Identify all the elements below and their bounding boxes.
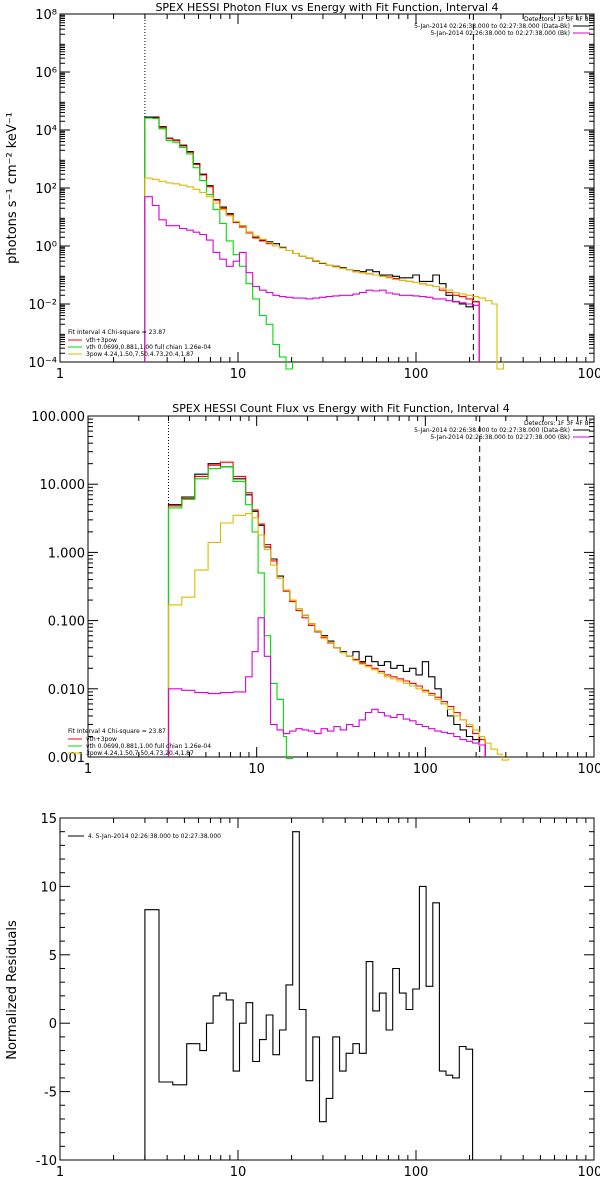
spectrum-series-0 — [144, 831, 480, 1161]
count-flux-legend-detectors: Detectors: 1F 3F 4F 8F — [524, 420, 593, 427]
photon-flux-legend-vth: vth 0.0699,0.881,1.00 full chian 1.26e-0… — [86, 344, 211, 351]
x-tick-label: 100 — [404, 1165, 429, 1180]
spectrum-series-3 — [144, 177, 505, 370]
y-tick-label: 10⁶ — [35, 66, 57, 81]
photon-flux-y-label: photons s⁻¹ cm⁻² keV⁻¹ — [5, 112, 20, 264]
y-tick-label: 15 — [40, 812, 57, 827]
spectrum-series-4 — [144, 196, 480, 362]
count-flux-legend-fit: Fit Interval 4 Chi-square = 23.87 — [68, 728, 166, 735]
photon-flux-legend-bottom: Fit Interval 4 Chi-square = 23.87 vth+3p… — [68, 329, 211, 358]
x-tick-label: 100 — [404, 367, 429, 382]
spectrum-series-2 — [144, 117, 294, 370]
count-flux-legend-vth: vth 0.0699,0.881,1.00 full chian 1.26e-0… — [86, 743, 211, 750]
y-tick-label: 0.001 — [48, 751, 85, 766]
residuals-legend-label: 4. 5-Jan-2014 02:26:38.000 to 02:27:38.0… — [88, 833, 221, 840]
photon-flux-legend-detectors: Detectors: 1F 3F 4F 8F — [524, 16, 593, 23]
y-tick-label: 10.000 — [40, 478, 86, 493]
y-tick-label: 1.000 — [48, 546, 85, 561]
count-flux-legend-top: Detectors: 1F 3F 4F 8F 5-Jan-2014 02:26:… — [414, 420, 592, 441]
y-tick-label: 100.000 — [31, 410, 85, 425]
spectrum-series-0 — [144, 116, 480, 362]
y-tick-label: 10⁴ — [35, 124, 57, 139]
y-tick-label: 5 — [49, 949, 57, 964]
spectrum-series-1 — [144, 117, 480, 362]
x-tick-label: 10 — [230, 367, 247, 382]
count-flux-panel: SPEX HESSI Count Flux vs Energy with Fit… — [31, 402, 600, 777]
count-flux-legend-bk: 5-Jan-2014 02:26:38.000 to 02:27:38.000 … — [430, 434, 570, 441]
count-flux-legend-3pow: 3pow 4.24,1.50,7.50,4.73,20.4,1.87 — [86, 750, 194, 757]
photon-flux-series — [144, 116, 505, 370]
x-tick-label: 1 — [84, 762, 92, 777]
photon-flux-plot-frame — [59, 13, 595, 363]
x-tick-label: 1 — [56, 1165, 64, 1180]
y-tick-label: -10 — [36, 1154, 57, 1169]
y-tick-label: 10⁻² — [28, 298, 57, 313]
y-tick-label: 10 — [40, 880, 57, 895]
y-tick-label: 10⁻⁴ — [28, 356, 57, 371]
residuals-plot-frame — [59, 817, 595, 1161]
x-tick-label: 10 — [230, 1165, 247, 1180]
x-tick-label: 100 — [413, 762, 438, 777]
photon-flux-legend-3pow: 3pow 4.24,1.50,7.50,4.73,20.4,1.87 — [86, 351, 194, 358]
spectrum-series-4 — [167, 617, 486, 757]
spectrum-series-0 — [167, 463, 486, 757]
photon-flux-title: SPEX HESSI Photon Flux vs Energy with Fi… — [155, 1, 498, 14]
photon-flux-panel: SPEX HESSI Photon Flux vs Energy with Fi… — [5, 1, 600, 382]
spectrum-series-2 — [167, 466, 294, 760]
count-flux-plot-frame — [87, 415, 595, 758]
photon-flux-legend-total: vth+3pow — [86, 337, 117, 344]
residuals-legend: 4. 5-Jan-2014 02:26:38.000 to 02:27:38.0… — [68, 833, 221, 840]
count-flux-title: SPEX HESSI Count Flux vs Energy with Fit… — [172, 402, 509, 415]
spectrum-series-3 — [167, 513, 509, 761]
photon-flux-legend-fit: Fit Interval 4 Chi-square = 23.87 — [68, 329, 166, 336]
x-tick-label: 10 — [248, 762, 265, 777]
y-tick-label: 10⁰ — [35, 240, 57, 255]
photon-flux-legend-data-bk: 5-Jan-2014 02:26:38.000 to 02:27:38.000 … — [414, 23, 570, 30]
y-tick-label: 0.100 — [48, 615, 85, 630]
count-flux-legend-bottom: Fit Interval 4 Chi-square = 23.87 vth+3p… — [68, 728, 211, 757]
x-tick-label: 1 — [56, 367, 64, 382]
y-tick-label: 0.010 — [48, 683, 85, 698]
residuals-y-label: Normalized Residuals — [5, 920, 20, 1060]
y-tick-label: 10² — [35, 182, 57, 197]
count-flux-legend-data-bk: 5-Jan-2014 02:26:38.000 to 02:27:38.000 … — [414, 427, 570, 434]
photon-flux-legend-bk: 5-Jan-2014 02:26:38.000 to 02:27:38.000 … — [430, 30, 570, 37]
count-flux-legend-total: vth+3pow — [86, 736, 117, 743]
photon-flux-legend-top: Detectors: 1F 3F 4F 8F 5-Jan-2014 02:26:… — [414, 16, 592, 37]
y-tick-label: 10⁸ — [35, 8, 57, 23]
residuals-series — [144, 831, 480, 1161]
y-tick-label: -5 — [44, 1086, 57, 1101]
count-flux-series — [167, 461, 509, 761]
y-tick-label: 0 — [49, 1017, 57, 1032]
spectrum-series-1 — [167, 461, 486, 757]
